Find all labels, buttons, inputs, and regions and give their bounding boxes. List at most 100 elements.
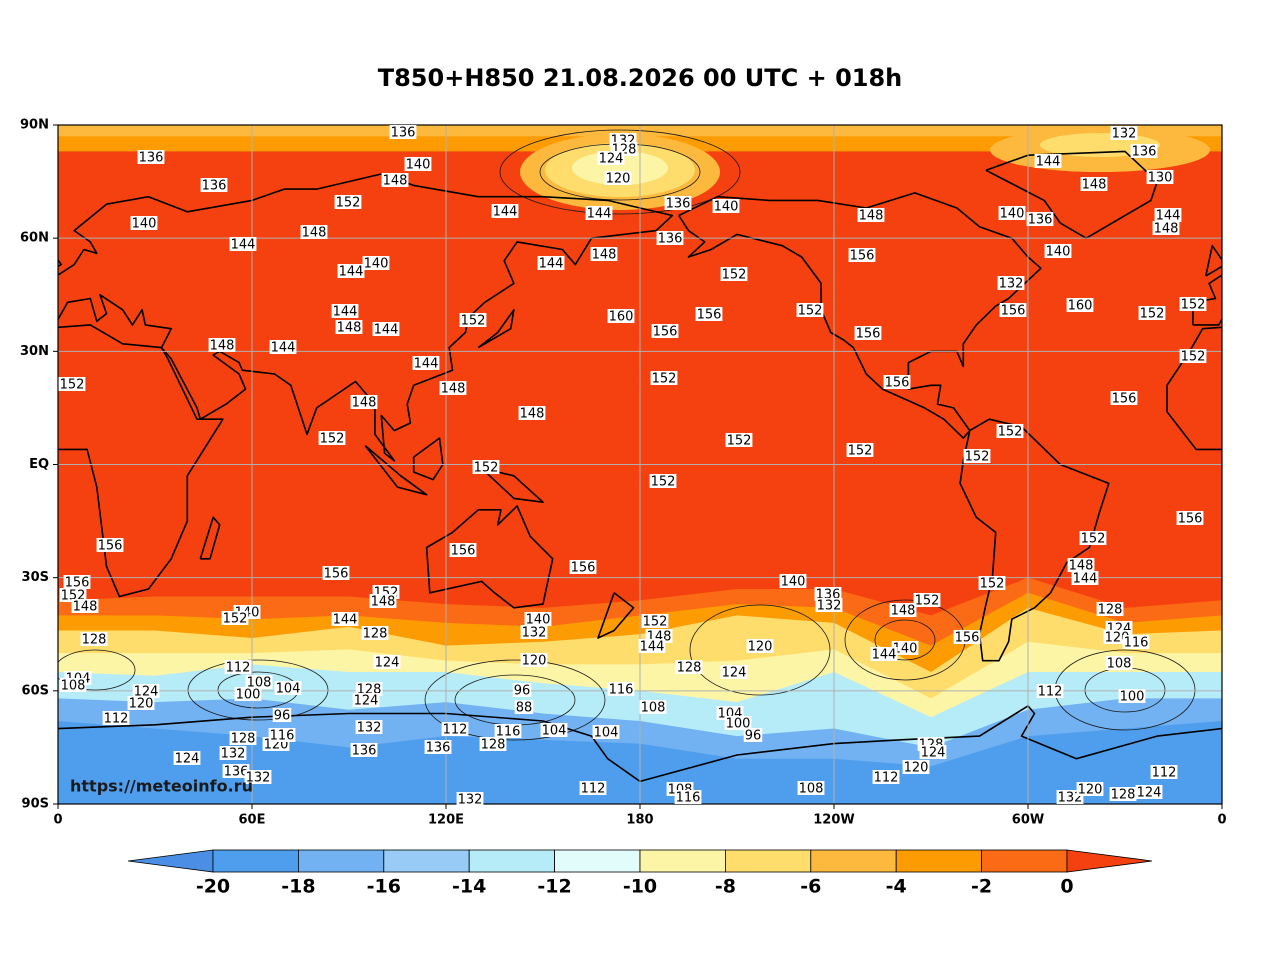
contour-label-bg bbox=[208, 338, 236, 352]
contour-label: 156 bbox=[850, 249, 875, 264]
contour-label: 152 bbox=[474, 461, 499, 476]
contour-label-bg bbox=[491, 204, 519, 218]
contour-label: 132 bbox=[221, 747, 246, 762]
contour-label-bg bbox=[997, 276, 1025, 290]
contour-label-bg bbox=[1026, 212, 1054, 226]
x-axis-label: 0 bbox=[1217, 813, 1226, 828]
contour-label-bg bbox=[1152, 221, 1180, 235]
contour-label: 144 bbox=[339, 265, 364, 280]
contour-label-bg bbox=[1034, 154, 1062, 168]
contour-label-bg bbox=[639, 700, 667, 714]
contour-label: 132 bbox=[357, 721, 382, 736]
coastline bbox=[477, 309, 515, 349]
contour-label: 132 bbox=[1058, 791, 1083, 806]
colorbar-box bbox=[468, 849, 556, 873]
title: T850+H850 21.08.2026 00 UTC + 018h bbox=[378, 64, 903, 92]
contour-label: 124 bbox=[921, 746, 946, 761]
contour-label: 136 bbox=[426, 741, 451, 756]
contour-label-bg bbox=[130, 216, 158, 230]
contour-label: 152 bbox=[980, 577, 1005, 592]
contour-label: 148 bbox=[371, 595, 396, 610]
contour-label-bg bbox=[1096, 602, 1124, 616]
contour-label-bg bbox=[355, 720, 383, 734]
contour-label-bg bbox=[607, 309, 635, 323]
contour-label-bg bbox=[746, 639, 774, 653]
colorbar-box bbox=[895, 849, 983, 873]
contour-label-bg bbox=[1066, 298, 1094, 312]
contour-label: 128 bbox=[1111, 788, 1136, 803]
contour-label: 156 bbox=[98, 539, 123, 554]
contour-label: 148 bbox=[302, 226, 327, 241]
contour-label: 144 bbox=[640, 640, 665, 655]
y-axis-label: 90S bbox=[22, 797, 49, 812]
contour-label: 156 bbox=[1178, 512, 1203, 527]
y-axis-label: 60S bbox=[22, 683, 49, 698]
y-axis-label: 30S bbox=[22, 570, 49, 585]
contour-label: 124 bbox=[1137, 786, 1162, 801]
contour-label-bg bbox=[424, 740, 452, 754]
coastline bbox=[364, 444, 428, 496]
colorbar-tick-label: -6 bbox=[800, 876, 821, 898]
contour-label: 130 bbox=[1148, 171, 1173, 186]
coastline bbox=[597, 592, 635, 639]
contour-label-bg bbox=[651, 324, 679, 338]
coastline bbox=[412, 437, 444, 481]
contour-label: 144 bbox=[493, 205, 518, 220]
contour-label-bg bbox=[1036, 684, 1064, 698]
contour-label-bg bbox=[540, 723, 568, 737]
contour-label: 156 bbox=[653, 325, 678, 340]
contour-label: 140 bbox=[1046, 245, 1071, 260]
contour-label: 152 bbox=[643, 615, 668, 630]
contour-label-bg bbox=[796, 303, 824, 317]
contour-label: 108 bbox=[247, 676, 272, 691]
contour-label-bg bbox=[1080, 177, 1108, 191]
contour-label-bg bbox=[272, 708, 292, 722]
contour-label: 124 bbox=[375, 656, 400, 671]
contour-label: 128 bbox=[231, 732, 256, 747]
contour-label: 136 bbox=[1028, 213, 1053, 228]
contour-label-bg bbox=[229, 237, 257, 251]
colorbar-tick-label: -16 bbox=[367, 876, 401, 898]
contour-label: 116 bbox=[1124, 636, 1149, 651]
contour-label: 144 bbox=[271, 341, 296, 356]
contour-label-bg bbox=[649, 474, 677, 488]
contour-label: 152 bbox=[336, 196, 361, 211]
colorbar-box bbox=[725, 849, 812, 873]
contour-label-bg bbox=[96, 538, 124, 552]
contour-label: 144 bbox=[1073, 572, 1098, 587]
contour-label-bg bbox=[300, 225, 328, 239]
contour-label-bg bbox=[1044, 244, 1072, 258]
contour-label: 100 bbox=[236, 688, 261, 703]
contour-label: 156 bbox=[324, 567, 349, 582]
contour-label: 132 bbox=[458, 793, 483, 808]
contour-label: 144 bbox=[872, 648, 897, 663]
contour-label: 152 bbox=[798, 304, 823, 319]
contour-label: 148 bbox=[73, 600, 98, 615]
contour-label-bg bbox=[361, 626, 389, 640]
contour-label-bg bbox=[963, 449, 991, 463]
contour-label: 120 bbox=[748, 640, 773, 655]
contour-label-bg bbox=[919, 745, 947, 759]
colorbar-tick-label: -2 bbox=[971, 876, 992, 898]
contour-label-bg bbox=[352, 693, 380, 707]
contour-label-bg bbox=[219, 746, 247, 760]
contour-line bbox=[187, 659, 329, 721]
contour-label-bg bbox=[102, 711, 130, 725]
contour-label-bg bbox=[725, 433, 753, 447]
contour-label: 128 bbox=[363, 627, 388, 642]
contour-label: 152 bbox=[965, 450, 990, 465]
colorbar-tick-label: -10 bbox=[623, 876, 657, 898]
contour-label: 144 bbox=[333, 613, 358, 628]
contour-label: 140 bbox=[781, 575, 806, 590]
contour-label-bg bbox=[362, 256, 390, 270]
contour-label-bg bbox=[712, 199, 740, 213]
contour-label: 156 bbox=[885, 376, 910, 391]
contour-label-bg bbox=[439, 381, 467, 395]
x-axis-label: 180 bbox=[626, 813, 653, 828]
contour-label-bg bbox=[883, 375, 911, 389]
contour-label-bg bbox=[350, 743, 378, 757]
contour-label-bg bbox=[675, 660, 703, 674]
contour-label-bg bbox=[355, 682, 383, 696]
colorbar-extend bbox=[1066, 849, 1153, 873]
contour-label-bg bbox=[381, 173, 409, 187]
